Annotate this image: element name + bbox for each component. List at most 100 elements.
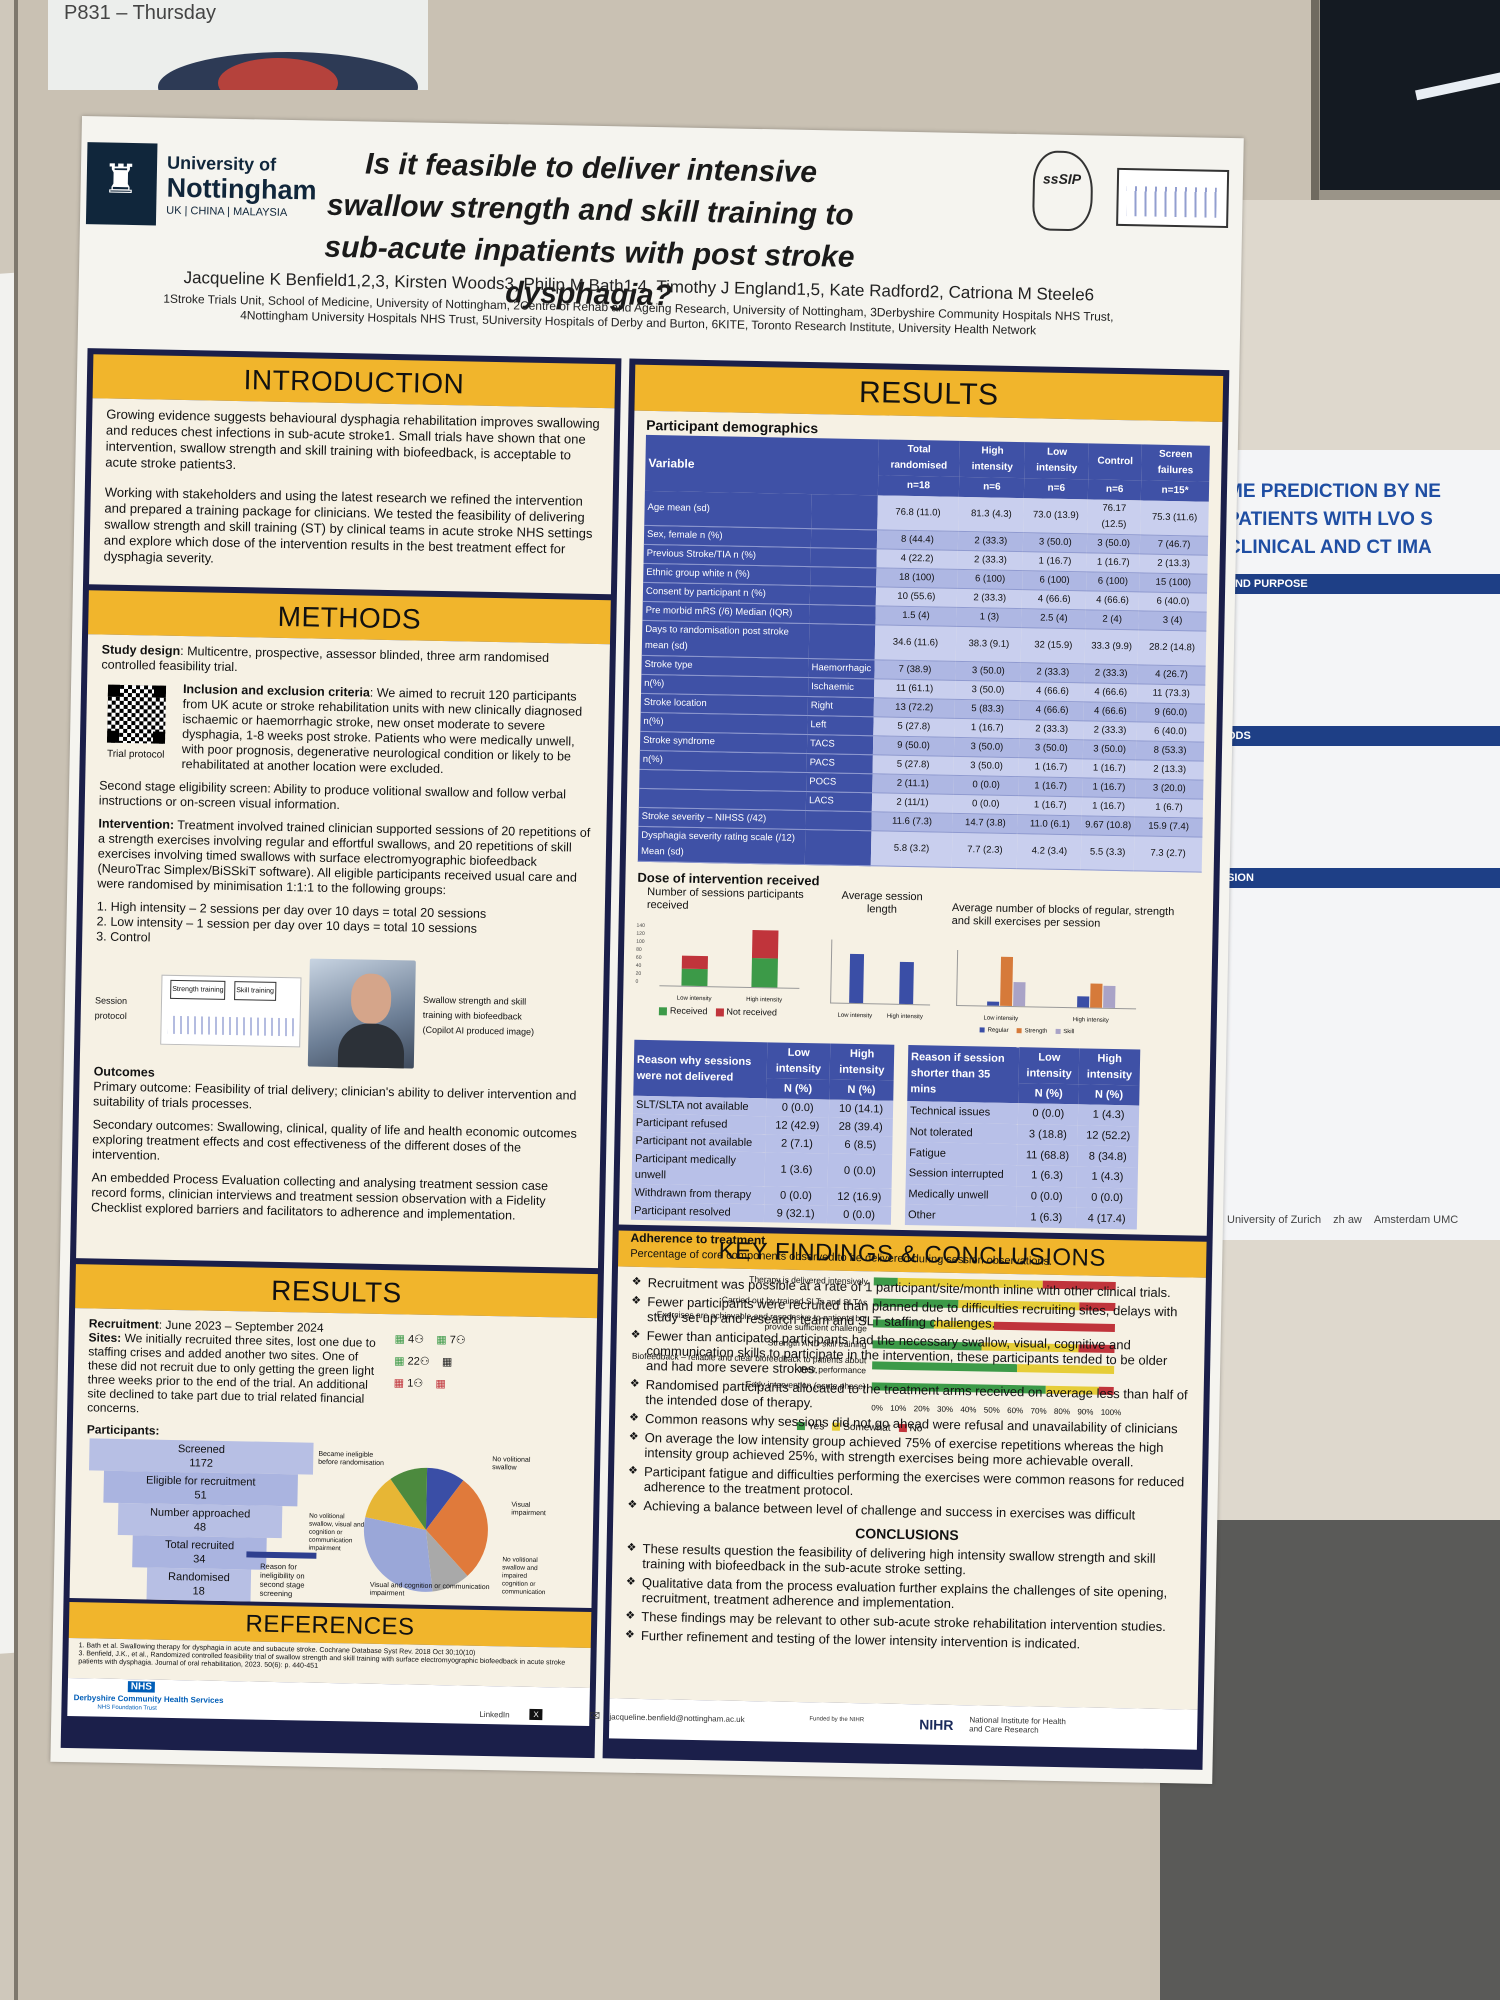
table-cell: 33.3 (9.9) [1084,628,1139,665]
table-cell: Participant medically unwell [631,1149,766,1187]
funnel-value: 48 [193,1521,207,1534]
right-poster-band: ODS [1219,726,1500,746]
row-sublabel: PACS [806,753,873,774]
table-cell: 8 (34.8) [1077,1145,1139,1168]
row-sublabel [810,566,877,587]
chart-title: Average number of blocks of regular, str… [951,901,1175,930]
trust-name: Derbyshire Community Health Services [73,1693,224,1706]
legend-label: Strength [1024,1028,1048,1035]
table-cell: 1.5 (4) [875,605,957,627]
row-sublabel: Haemorrhagic [808,658,875,679]
inclusion-block: Trial protocol Inclusion and exclusion c… [99,680,595,787]
table-cell: 75.3 (11.6) [1140,500,1209,537]
table-cell: 6 (100) [1022,570,1087,591]
table-cell: 0 (0.0) [827,1153,893,1189]
table-cell: 3 (50.0) [1019,738,1084,759]
funded-by: Funded by the NIHR [809,1716,865,1724]
table-cell: 81.3 (4.3) [958,496,1025,533]
table-cell: 3 (50.0) [1023,532,1088,553]
bar [1103,985,1116,1008]
table-cell: 11 (73.3) [1137,683,1206,705]
table-header-cell: High intensity [1078,1048,1141,1086]
funnel-stage: Eligible for recruitment 51 [103,1470,298,1507]
row-sublabel [810,528,877,549]
table-cell: 2 (33.3) [1083,720,1137,741]
bar [987,1001,1000,1006]
table-cell: 4 (66.6) [1020,681,1085,702]
table-cell: 3 (50.0) [953,756,1020,777]
pie-slice [425,1467,464,1530]
person-icon: ⚇ [419,1355,430,1368]
table-header-cell: Low intensity [1018,1047,1080,1085]
person-icon: ⚇ [413,1377,424,1390]
table-cell: 6 (8.5) [828,1135,893,1155]
hospital-icon: ▦ [441,1356,453,1369]
table-cell: 2 (11.1) [871,773,954,795]
table-row: Participant medically unwell 1 (3.6) 0 (0.… [631,1149,893,1189]
intro-paragraph: Working with stakeholders and using the … [103,484,593,566]
protocol-trace [167,1015,294,1037]
hospital-icon: ▦ [435,1378,446,1391]
table-cell: 1 (16.7) [954,718,1021,739]
conclusions-list: These results question the feasibility o… [625,1541,1187,1654]
table-cell: 5 (27.8) [872,716,955,738]
pie-label: No volitional swallow and impaired cogni… [501,1556,546,1597]
bar [899,961,914,1005]
table-cell: 3 (50.0) [955,661,1022,682]
row-sublabel: Left [807,715,874,736]
row-sublabel [804,829,872,866]
uni-line: UK | CHINA | MALAYSIA [166,204,288,219]
table-cell: 1 (16.7) [1081,796,1136,817]
pie-label: Visual impairment [511,1501,546,1518]
right-poster-logo: Amsterdam UMC [1373,1214,1459,1226]
pie-label: No volitional swallow, visual and cognit… [308,1512,365,1553]
table-cell: 1 (6.3) [1016,1206,1077,1229]
row-sublabel: Right [807,696,874,717]
key-findings-list: Recruitment was possible at a rate of 1 … [627,1275,1191,1524]
table-cell: 3 (4) [1138,610,1207,632]
qr-code-icon [106,684,167,744]
table-cell: 1 (4.3) [1076,1166,1139,1189]
reasons-table-body: SLT/SLTA not available 0 (0.0) 10 (14.1) Pa… [630,1095,894,1225]
y-tick: 80 [636,946,642,953]
uni-line: Nottingham [166,172,317,206]
table-cell: 76.8 (11.0) [876,495,960,532]
shorter-session-table: Reason if session shorter than 35 mins L… [904,1045,1141,1230]
site-icons: ▦ 4⚇ ▦ 7⚇ ▦ 22⚇ ▦ ▦ 1⚇ ▦ [394,1328,535,1397]
results-panel: Participant demographics Variable Total … [618,410,1223,1434]
right-poster-band: AND PURPOSE [1219,574,1500,594]
pie-slice [365,1479,426,1530]
table-cell: 28 (39.4) [828,1117,893,1137]
table-cell: Not tolerated [906,1121,1019,1145]
main-poster: University of Nottingham UK | CHINA | MA… [50,116,1244,1785]
table-cell: 1 (6.3) [1016,1165,1078,1187]
table-cell: 5 (27.8) [872,754,955,776]
table-cell: 11 (61.1) [873,678,956,700]
chart-title: Number of sessions participants received [646,885,804,912]
table-cell: 28.2 (14.8) [1137,629,1207,667]
table-cell: 4 (26.7) [1137,664,1206,686]
clinician-photo [307,958,416,1069]
session-label: P831 – Thursday [64,2,216,24]
sessions-bars [659,922,801,989]
table-cell: 9 (60.0) [1136,702,1205,724]
table-cell: 4 (66.6) [1020,700,1085,721]
sites-description: We initially recruited three sites, lost… [87,1330,376,1416]
table-row: Other 1 (6.3) 4 (17.4) [904,1204,1138,1230]
qr-caption: Trial protocol [106,748,165,761]
ceiling [1320,0,1500,190]
table-cell: 0 (0.0) [1018,1103,1079,1125]
outcomes-label: Outcomes [93,1064,155,1080]
funnel-value: 18 [192,1585,205,1598]
table-cell: 6 (100) [1086,571,1140,592]
table-header-cell: n=6 [959,476,1025,499]
table-header-cell: n=18 [877,475,960,497]
legend-label: Received [669,1005,708,1017]
right-poster-logo: University of Zurich [1227,1214,1322,1226]
table-header-cell: Control [1088,443,1142,481]
secondary-outcome: Secondary outcomes: Swallowing, clinical… [91,1117,577,1163]
table-cell: 12 (52.2) [1077,1124,1139,1147]
table-cell: 7.7 (2.3) [951,832,1018,869]
demographics-table: Variable Total randomised High intensity… [637,434,1210,873]
legend-swatch [1055,1028,1061,1034]
